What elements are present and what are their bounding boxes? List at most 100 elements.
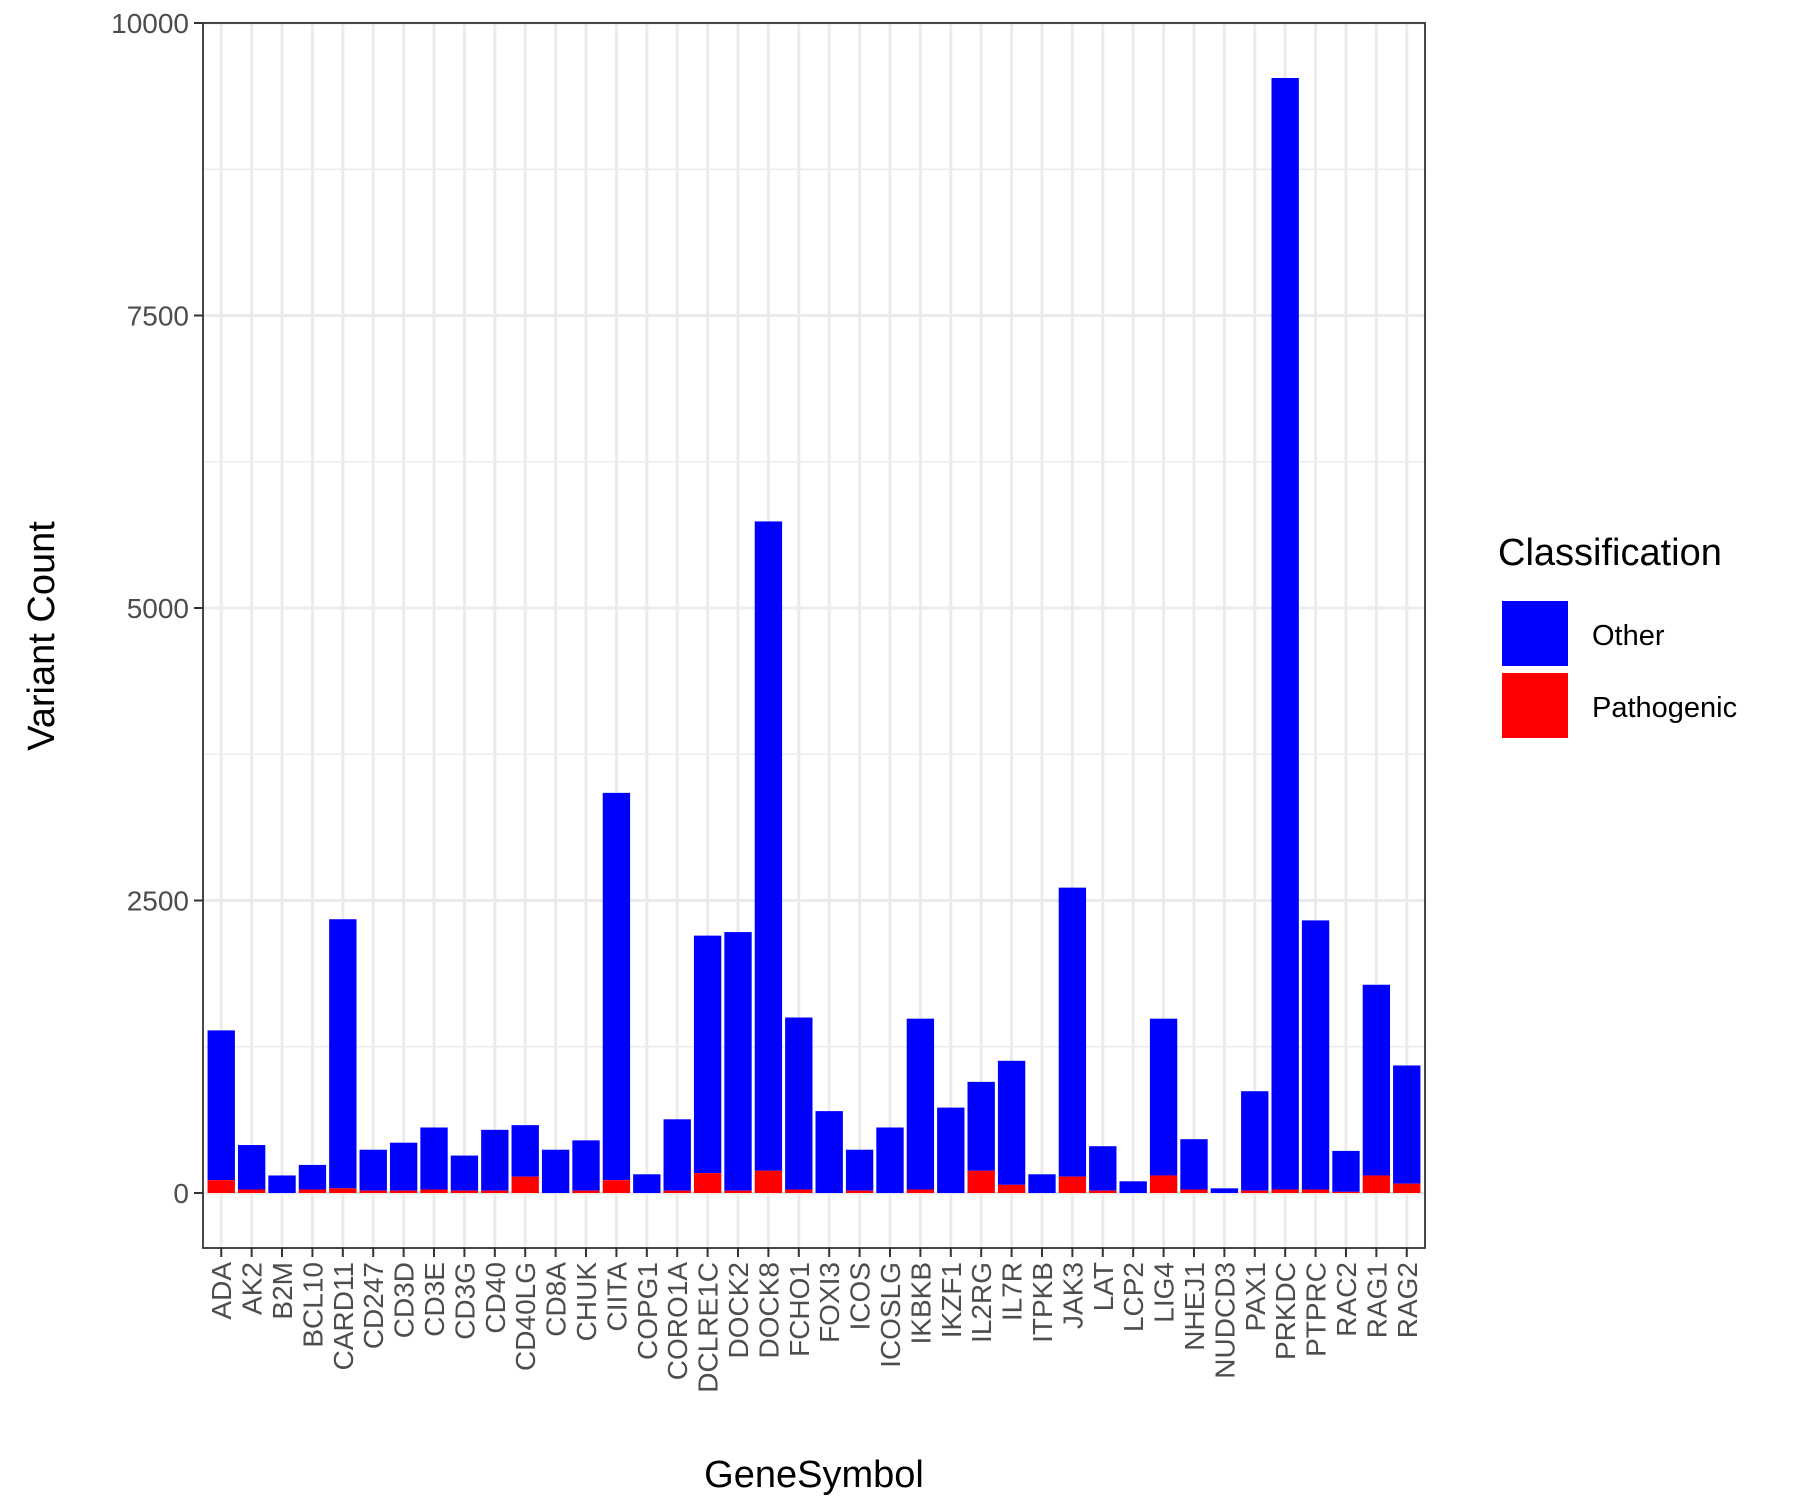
- y-tick-label: 2500: [127, 886, 189, 917]
- bar-pathogenic-ak2: [237, 1189, 266, 1194]
- y-tick-label: 7500: [127, 301, 189, 332]
- x-tick-label-cd8a: CD8A: [541, 1262, 572, 1337]
- bar-other-copg1: [633, 1174, 661, 1194]
- x-tick-label-card11: CARD11: [328, 1262, 359, 1370]
- x-tick-label-cd247: CD247: [358, 1262, 389, 1349]
- legend: Classification Other Pathogenic: [1498, 532, 1737, 738]
- bar-pathogenic-fcho1: [785, 1189, 813, 1194]
- y-axis: 0 2500 5000 7500 10000: [111, 8, 203, 1209]
- legend-key-pathogenic: [1502, 673, 1568, 738]
- bar-pathogenic-rac2: [1332, 1191, 1360, 1194]
- minor-gridlines: [203, 168, 1425, 1048]
- bar-other-cd8a: [541, 1149, 570, 1194]
- bar-other-cd247: [359, 1149, 387, 1191]
- bar-pathogenic-cd3d: [389, 1190, 418, 1194]
- bar-other-icos: [845, 1149, 874, 1191]
- bar-pathogenic-cd3e: [420, 1189, 448, 1194]
- legend-label-pathogenic: Pathogenic: [1592, 692, 1737, 724]
- bar-pathogenic-icos: [845, 1190, 874, 1194]
- bar-other-rag1: [1362, 984, 1391, 1176]
- bar-pathogenic-lig4: [1149, 1175, 1178, 1194]
- panel-background: [203, 23, 1425, 1248]
- bar-pathogenic-pax1: [1241, 1190, 1269, 1194]
- x-tick-label-ak2: AK2: [237, 1262, 268, 1315]
- legend-title: Classification: [1498, 532, 1722, 574]
- bar-other-card11: [329, 919, 357, 1189]
- bar-other-nudcd3: [1210, 1188, 1239, 1194]
- bar-pathogenic-bcl10: [298, 1189, 327, 1194]
- bar-other-fcho1: [785, 1017, 813, 1190]
- bar-other-dock8: [754, 521, 783, 1171]
- x-tick-label-itpkb: ITPKB: [1027, 1262, 1058, 1343]
- bar-other-cd3e: [420, 1127, 448, 1190]
- bar-other-chuk: [572, 1140, 600, 1191]
- y-axis-title: Variant Count: [21, 521, 63, 751]
- bar-pathogenic-chuk: [572, 1190, 600, 1194]
- bar-other-rac2: [1332, 1150, 1360, 1192]
- bar-other-nhej1: [1180, 1139, 1208, 1190]
- bar-other-lig4: [1149, 1018, 1178, 1176]
- x-tick-label-cd40lg: CD40LG: [510, 1262, 541, 1371]
- x-axis-title: GeneSymbol: [704, 1454, 924, 1496]
- bar-other-ptprc: [1301, 920, 1330, 1190]
- bar-pathogenic-ptprc: [1301, 1189, 1330, 1194]
- x-tick-label-ptprc: PTPRC: [1301, 1262, 1332, 1357]
- x-tick-label-rac2: RAC2: [1331, 1262, 1362, 1337]
- x-tick-label-cd3g: CD3G: [449, 1262, 480, 1340]
- x-tick-label-lcp2: LCP2: [1118, 1262, 1149, 1332]
- y-tick-label: 10000: [111, 8, 189, 39]
- bar-other-foxi3: [815, 1111, 843, 1194]
- x-tick-label-coro1a: CORO1A: [662, 1262, 693, 1381]
- x-axis: ADA AK2 B2M BCL10 CARD11 CD247 CD3D CD3E CD3G CD4…: [206, 1248, 1423, 1393]
- bar-other-cd40: [481, 1129, 509, 1191]
- x-tick-label-ada: ADA: [206, 1262, 237, 1320]
- bar-other-lat: [1089, 1146, 1117, 1191]
- bar-other-coro1a: [663, 1119, 691, 1191]
- bar-pathogenic-il7r: [997, 1184, 1026, 1194]
- bar-pathogenic-cd3g: [450, 1190, 479, 1194]
- x-tick-label-cd40: CD40: [480, 1262, 511, 1334]
- bar-pathogenic-prkdc: [1271, 1189, 1299, 1194]
- bar-other-ak2: [237, 1145, 266, 1190]
- x-tick-label-nhej1: NHEJ1: [1179, 1262, 1210, 1351]
- legend-label-other: Other: [1592, 620, 1665, 652]
- x-tick-label-fcho1: FCHO1: [784, 1262, 815, 1357]
- bar-other-dock2: [724, 932, 752, 1191]
- x-tick-label-copg1: COPG1: [632, 1262, 663, 1360]
- y-tick-label: 0: [173, 1178, 189, 1209]
- bar-pathogenic-rag2: [1393, 1183, 1421, 1194]
- x-tick-label-dock8: DOCK8: [753, 1262, 784, 1358]
- bar-other-dclre1c: [693, 935, 722, 1174]
- bar-other-itpkb: [1028, 1174, 1056, 1194]
- bars: [207, 77, 1421, 1194]
- bar-other-cd3d: [389, 1142, 418, 1191]
- bar-pathogenic-dock2: [724, 1190, 752, 1194]
- bar-pathogenic-ikbkb: [906, 1189, 935, 1194]
- bar-pathogenic-cd247: [359, 1190, 387, 1194]
- x-tick-label-bcl10: BCL10: [297, 1262, 328, 1348]
- x-tick-label-il2rg: IL2RG: [966, 1262, 997, 1343]
- bar-other-cd40lg: [511, 1125, 539, 1177]
- x-tick-label-cd3d: CD3D: [389, 1262, 420, 1338]
- x-tick-label-dock2: DOCK2: [723, 1262, 754, 1358]
- x-tick-label-prkdc: PRKDC: [1270, 1262, 1301, 1360]
- x-tick-label-jak3: JAK3: [1057, 1262, 1088, 1329]
- bar-pathogenic-cd40lg: [511, 1176, 539, 1194]
- x-tick-label-foxi3: FOXI3: [814, 1262, 845, 1343]
- x-tick-label-ciita: CIITA: [601, 1262, 632, 1332]
- bar-other-lcp2: [1119, 1181, 1147, 1194]
- bar-pathogenic-dclre1c: [693, 1173, 722, 1194]
- bar-other-rag2: [1393, 1065, 1421, 1184]
- x-tick-label-icos: ICOS: [845, 1262, 876, 1330]
- bar-other-il2rg: [967, 1081, 995, 1171]
- x-tick-label-lat: LAT: [1088, 1262, 1119, 1311]
- x-tick-label-rag2: RAG2: [1392, 1262, 1423, 1338]
- bar-other-ikzf1: [937, 1107, 965, 1194]
- x-tick-label-cd3e: CD3E: [419, 1262, 450, 1337]
- x-tick-label-il7r: IL7R: [997, 1262, 1028, 1321]
- bar-other-ada: [207, 1030, 235, 1181]
- x-tick-label-b2m: B2M: [267, 1262, 298, 1320]
- x-tick-label-dclre1c: DCLRE1C: [693, 1262, 724, 1393]
- bar-pathogenic-coro1a: [663, 1190, 691, 1194]
- bar-other-b2m: [268, 1175, 296, 1194]
